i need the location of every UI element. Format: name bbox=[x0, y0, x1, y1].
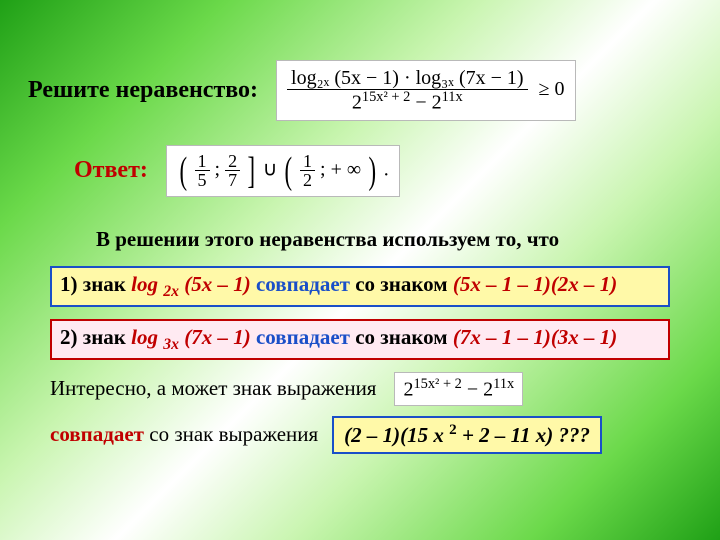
answer-row: Ответ: ( 15 ; 27 ] ∪ ( 12 ; + ∞ ) . bbox=[74, 145, 692, 197]
rule-box-1: 1) знак log 2x (5x – 1) совпадает со зна… bbox=[50, 266, 670, 307]
answer-interval: ( 15 ; 27 ] ∪ ( 12 ; + ∞ ) . bbox=[166, 145, 400, 197]
inequality-expression: log₂ₓ (5x − 1) · log₃ₓ (7x − 1) 215x² + … bbox=[276, 60, 576, 121]
question-text: Интересно, а может знак выражения bbox=[50, 376, 376, 401]
numerator: log₂ₓ (5x − 1) · log₃ₓ (7x − 1) bbox=[287, 67, 528, 90]
task-row: Решите неравенство: log₂ₓ (5x − 1) · log… bbox=[28, 60, 692, 121]
denominator: 215x² + 2 − 211x bbox=[348, 90, 467, 114]
explanation-note: В решении этого неравенства используем т… bbox=[96, 227, 692, 252]
final-text: совпадает со знак выражения bbox=[50, 422, 318, 447]
task-title: Решите неравенство: bbox=[28, 77, 258, 104]
power-expression: 215x² + 2 − 211x bbox=[394, 372, 523, 406]
question-row: Интересно, а может знак выражения 215x² … bbox=[50, 372, 670, 406]
answer-label: Ответ: bbox=[74, 157, 148, 184]
final-expression-box: (2 – 1)(15 x 2 + 2 – 11 x) ??? bbox=[332, 416, 602, 454]
relation: ≥ 0 bbox=[539, 78, 565, 100]
rule-box-2: 2) знак log 3x (7x – 1) совпадает со зна… bbox=[50, 319, 670, 360]
final-row: совпадает со знак выражения (2 – 1)(15 x… bbox=[50, 416, 670, 454]
